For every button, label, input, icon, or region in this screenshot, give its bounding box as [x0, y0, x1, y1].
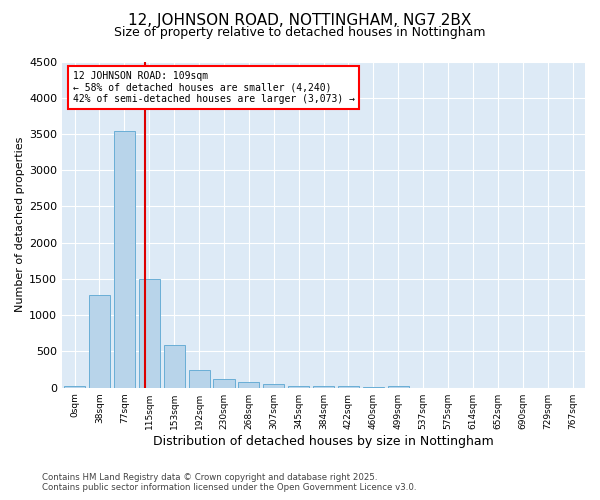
Bar [388, 386, 409, 388]
Bar [313, 386, 334, 388]
Bar [64, 386, 85, 388]
X-axis label: Distribution of detached houses by size in Nottingham: Distribution of detached houses by size … [153, 434, 494, 448]
Text: Contains HM Land Registry data © Crown copyright and database right 2025.
Contai: Contains HM Land Registry data © Crown c… [42, 473, 416, 492]
Bar [263, 384, 284, 388]
Bar [188, 370, 209, 388]
Bar [214, 379, 235, 388]
Bar [238, 382, 259, 388]
Bar [338, 386, 359, 388]
Bar [164, 345, 185, 388]
Bar [114, 131, 135, 388]
Y-axis label: Number of detached properties: Number of detached properties [15, 137, 25, 312]
Bar [89, 295, 110, 388]
Text: Size of property relative to detached houses in Nottingham: Size of property relative to detached ho… [114, 26, 486, 39]
Bar [139, 279, 160, 388]
Bar [288, 386, 309, 388]
Text: 12 JOHNSON ROAD: 109sqm
← 58% of detached houses are smaller (4,240)
42% of semi: 12 JOHNSON ROAD: 109sqm ← 58% of detache… [73, 72, 355, 104]
Text: 12, JOHNSON ROAD, NOTTINGHAM, NG7 2BX: 12, JOHNSON ROAD, NOTTINGHAM, NG7 2BX [128, 12, 472, 28]
